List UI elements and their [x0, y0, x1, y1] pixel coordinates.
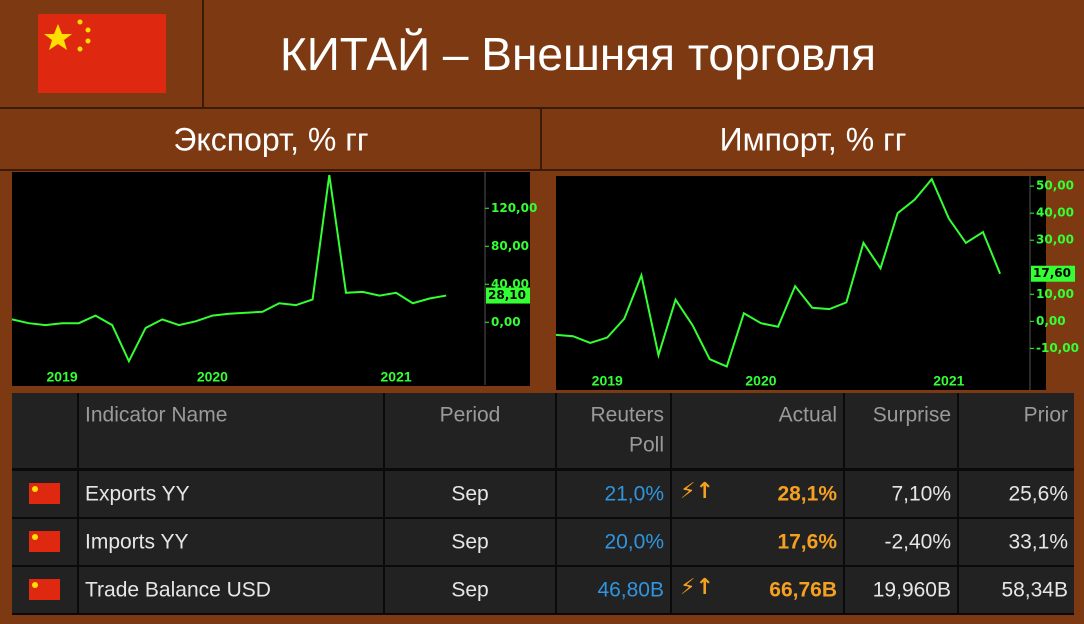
table-cell — [385, 471, 555, 517]
y-tick-label: 30,00 — [1036, 233, 1074, 247]
y-tick-label: 0,00 — [1036, 314, 1066, 328]
table-cell — [12, 393, 77, 468]
table-value: Exports YY — [85, 483, 190, 506]
column-header: Reuters — [590, 404, 664, 427]
table-cell — [845, 567, 957, 613]
flag-star — [32, 534, 38, 540]
table-value: Sep — [451, 531, 488, 554]
y-tick-label: -10,00 — [1036, 341, 1079, 355]
table-cell — [959, 519, 1074, 565]
table-cell — [557, 567, 670, 613]
column-header: Surprise — [873, 404, 951, 427]
table-cell — [79, 519, 383, 565]
surprise-icon: ⚡↑ — [680, 575, 714, 600]
column-header: Actual — [779, 404, 837, 427]
table-cell — [557, 471, 670, 517]
y-tick-label: 0,00 — [491, 315, 521, 329]
table-value: -2,40% — [884, 531, 951, 554]
column-header: Indicator Name — [85, 404, 227, 427]
y-tick-label: 50,00 — [1036, 179, 1074, 193]
table-cell — [672, 519, 843, 565]
column-header: Period — [440, 404, 501, 427]
table-value: 46,80B — [597, 579, 664, 602]
chart-area — [12, 172, 530, 386]
table-cell — [959, 393, 1074, 468]
table-value: 28,1% — [777, 483, 837, 506]
row-flag — [29, 483, 60, 504]
table-value: Sep — [451, 579, 488, 602]
flag — [38, 14, 166, 93]
table-value: 21,0% — [604, 483, 664, 506]
flag-star — [32, 582, 38, 588]
y-tick-label: 10,00 — [1036, 287, 1074, 301]
page-title: КИТАЙ – Внешняя торговля — [280, 28, 876, 80]
table-value: 19,960B — [873, 579, 951, 602]
table-value: 25,6% — [1008, 483, 1068, 506]
flag-star — [32, 486, 38, 492]
y-tick-label: 80,00 — [491, 239, 529, 253]
surprise-icon: ⚡↑ — [680, 479, 714, 504]
table-cell — [557, 519, 670, 565]
column-header: Prior — [1024, 404, 1068, 427]
table-cell — [385, 567, 555, 613]
last-value-box — [486, 287, 530, 304]
x-tick-label: 2021 — [381, 369, 412, 385]
x-tick-label: 2019 — [592, 373, 623, 389]
table-value: Sep — [451, 483, 488, 506]
table-cell — [959, 567, 1074, 613]
data-line — [11, 174, 447, 364]
table-cell — [959, 471, 1074, 517]
flag — [29, 483, 60, 504]
last-value-label: 17,60 — [1033, 266, 1071, 280]
y-tick-label: 120,00 — [491, 201, 537, 215]
x-tick-label: 2020 — [197, 369, 228, 385]
row-flag — [29, 579, 60, 600]
last-value-box — [1031, 265, 1075, 282]
table-cell — [79, 393, 383, 468]
chart-area — [556, 176, 1046, 390]
chart-heading: Импорт, % гг — [720, 121, 907, 157]
table-value: 33,1% — [1008, 531, 1068, 554]
table-cell — [385, 393, 555, 468]
table-value: Trade Balance USD — [85, 579, 271, 602]
column-header: Poll — [629, 434, 664, 457]
x-tick-label: 2019 — [47, 369, 78, 385]
last-value-label: 28,10 — [488, 288, 526, 302]
table-value: 7,10% — [891, 483, 951, 506]
table-value: 66,76B — [769, 579, 837, 602]
table-cell — [845, 471, 957, 517]
table-cell — [672, 567, 843, 613]
y-tick-label: 40,00 — [491, 277, 529, 291]
table-cell — [845, 393, 957, 468]
chart-heading: Экспорт, % гг — [173, 121, 368, 157]
row-flag — [29, 531, 60, 552]
table-value: 20,0% — [604, 531, 664, 554]
flag — [29, 531, 60, 552]
x-tick-label: 2021 — [933, 373, 964, 389]
data-line — [555, 177, 1002, 368]
table-cell — [557, 393, 670, 468]
table-cell — [672, 393, 843, 468]
table-value: 17,6% — [777, 531, 837, 554]
table-cell — [672, 471, 843, 517]
x-tick-label: 2020 — [745, 373, 776, 389]
table-cell — [79, 471, 383, 517]
table-value: 58,34B — [1001, 579, 1068, 602]
table-cell — [385, 519, 555, 565]
table-cell — [79, 567, 383, 613]
table-cell — [845, 519, 957, 565]
table-value: Imports YY — [85, 531, 188, 554]
flag — [29, 579, 60, 600]
y-tick-label: 40,00 — [1036, 206, 1074, 220]
